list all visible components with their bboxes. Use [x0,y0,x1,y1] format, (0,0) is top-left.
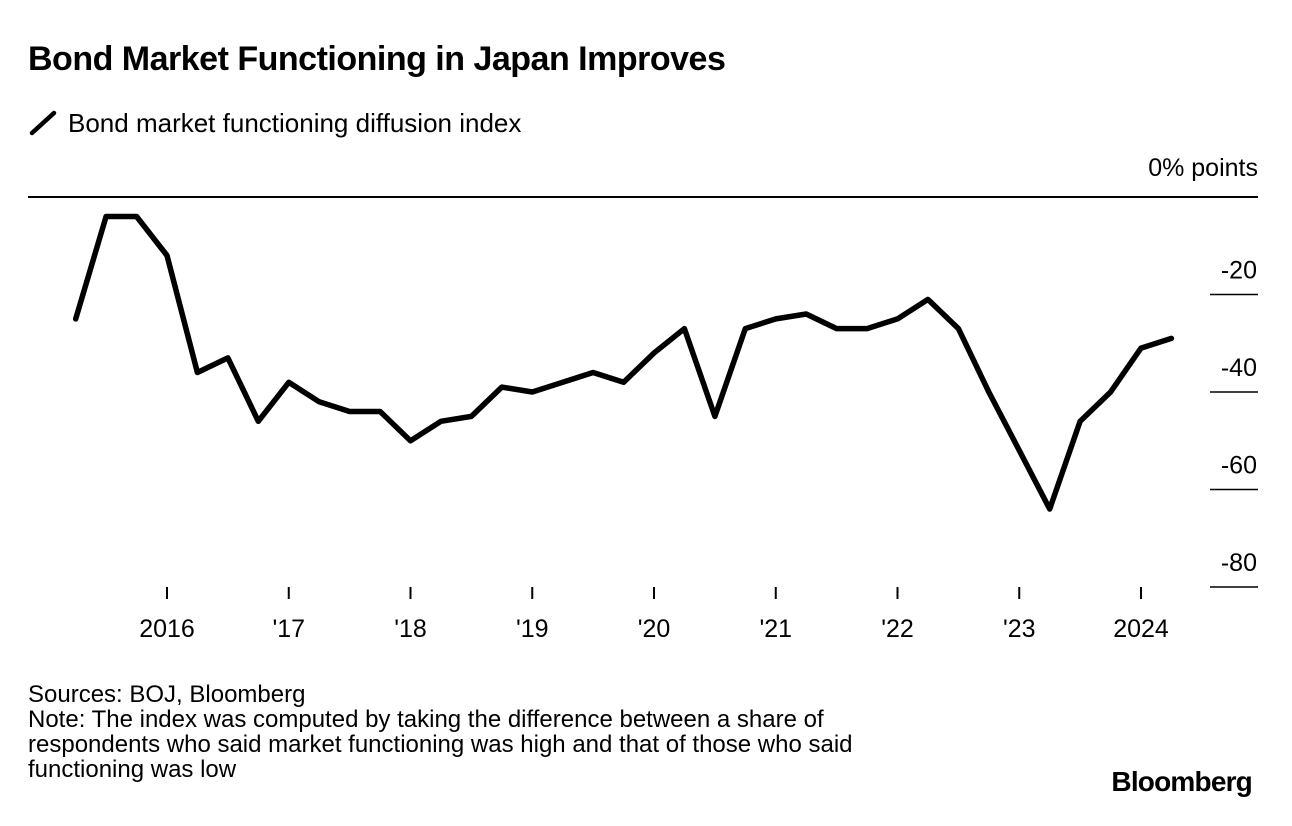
series-line [72,213,1175,512]
footer: Sources: BOJ, Bloomberg Note: The index … [28,682,853,782]
note-line-2: respondents who said market functioning … [28,731,853,758]
y-tick-label: -60 [1221,452,1257,480]
x-tick-label: '22 [881,615,914,643]
x-tick-label: '20 [638,615,671,643]
legend-line-icon [29,110,57,136]
x-tick-label: '19 [516,615,549,643]
y-tick-label: -80 [1221,549,1257,577]
chart-title: Bond Market Functioning in Japan Improve… [28,40,726,78]
y-tick-label: -40 [1221,354,1257,382]
legend-label: Bond market functioning diffusion index [68,107,522,138]
note-line-1: Note: The index was computed by taking t… [28,706,824,733]
chart-plot: 0% points -20 -40 -60 -80 2016 '17 '18 '19 '20 '… [28,154,1258,643]
y-unit-label: 0% points [1148,154,1258,182]
x-tick-label: '21 [759,615,792,643]
y-tick-label: -20 [1221,257,1257,285]
x-tick-label: '18 [394,615,427,643]
legend: Bond market functioning diffusion index [28,106,521,140]
source-text: Sources: BOJ, Bloomberg [28,681,306,708]
x-tick-label: 2016 [139,615,195,643]
x-tick-label: '17 [272,615,305,643]
x-tick-label: '23 [1003,615,1036,643]
x-tick-label: 2024 [1113,615,1169,643]
bloomberg-logo: Bloomberg [1111,766,1252,797]
note-line-3: functioning was low [28,756,237,783]
